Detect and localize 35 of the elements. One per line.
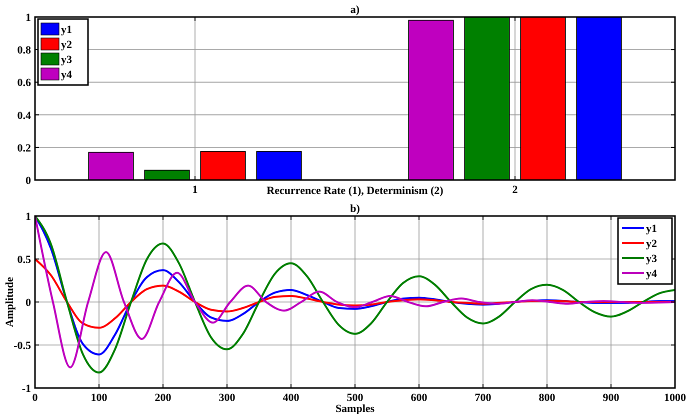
chart-title: b) [350, 203, 360, 215]
x-axis-title: Recurrence Rate (1), Determinism (2) [266, 185, 444, 197]
y-tick-label: -1 [22, 383, 31, 395]
x-tick-label: 800 [538, 392, 556, 404]
y-tick-label: 1 [26, 12, 31, 24]
legend-label: y2 [61, 39, 72, 51]
legend-label: y1 [61, 24, 72, 36]
x-tick-label: 700 [474, 392, 492, 404]
y-tick-label: 0 [26, 297, 32, 309]
legend-label: y1 [646, 223, 657, 235]
x-tick-label: 400 [282, 392, 300, 404]
legend-label: y3 [61, 54, 72, 66]
x-axis-title: Samples [335, 403, 376, 414]
y-axis-title: Amplitude [4, 276, 16, 328]
x-tick-label: 500 [346, 392, 364, 404]
y-tick-label: 1 [26, 211, 31, 223]
y-tick-label: 0.6 [17, 77, 32, 90]
legend-label: y3 [646, 253, 658, 265]
y-tick-label: 0.8 [17, 44, 32, 57]
x-tick-label: 600 [410, 392, 428, 404]
legend-label: y4 [646, 268, 658, 280]
legend-label: y4 [61, 69, 72, 81]
chart-title: a) [350, 4, 360, 16]
x-tick-label: 300 [218, 392, 236, 404]
x-tick-label: 1000 [664, 392, 686, 404]
x-tick-label: 100 [90, 392, 108, 404]
y-tick-label: 0.2 [17, 142, 32, 154]
y-tick-label: 0 [26, 175, 32, 187]
y-tick-label: 0.5 [17, 254, 32, 266]
legend-label: y2 [646, 238, 658, 250]
y-tick-label: 0.4 [17, 110, 32, 122]
x-tick-label: 200 [154, 392, 172, 404]
x-tick-label: 900 [602, 392, 620, 404]
y-tick-label: -0.5 [14, 340, 32, 352]
x-tick-label: 2 [512, 184, 518, 196]
